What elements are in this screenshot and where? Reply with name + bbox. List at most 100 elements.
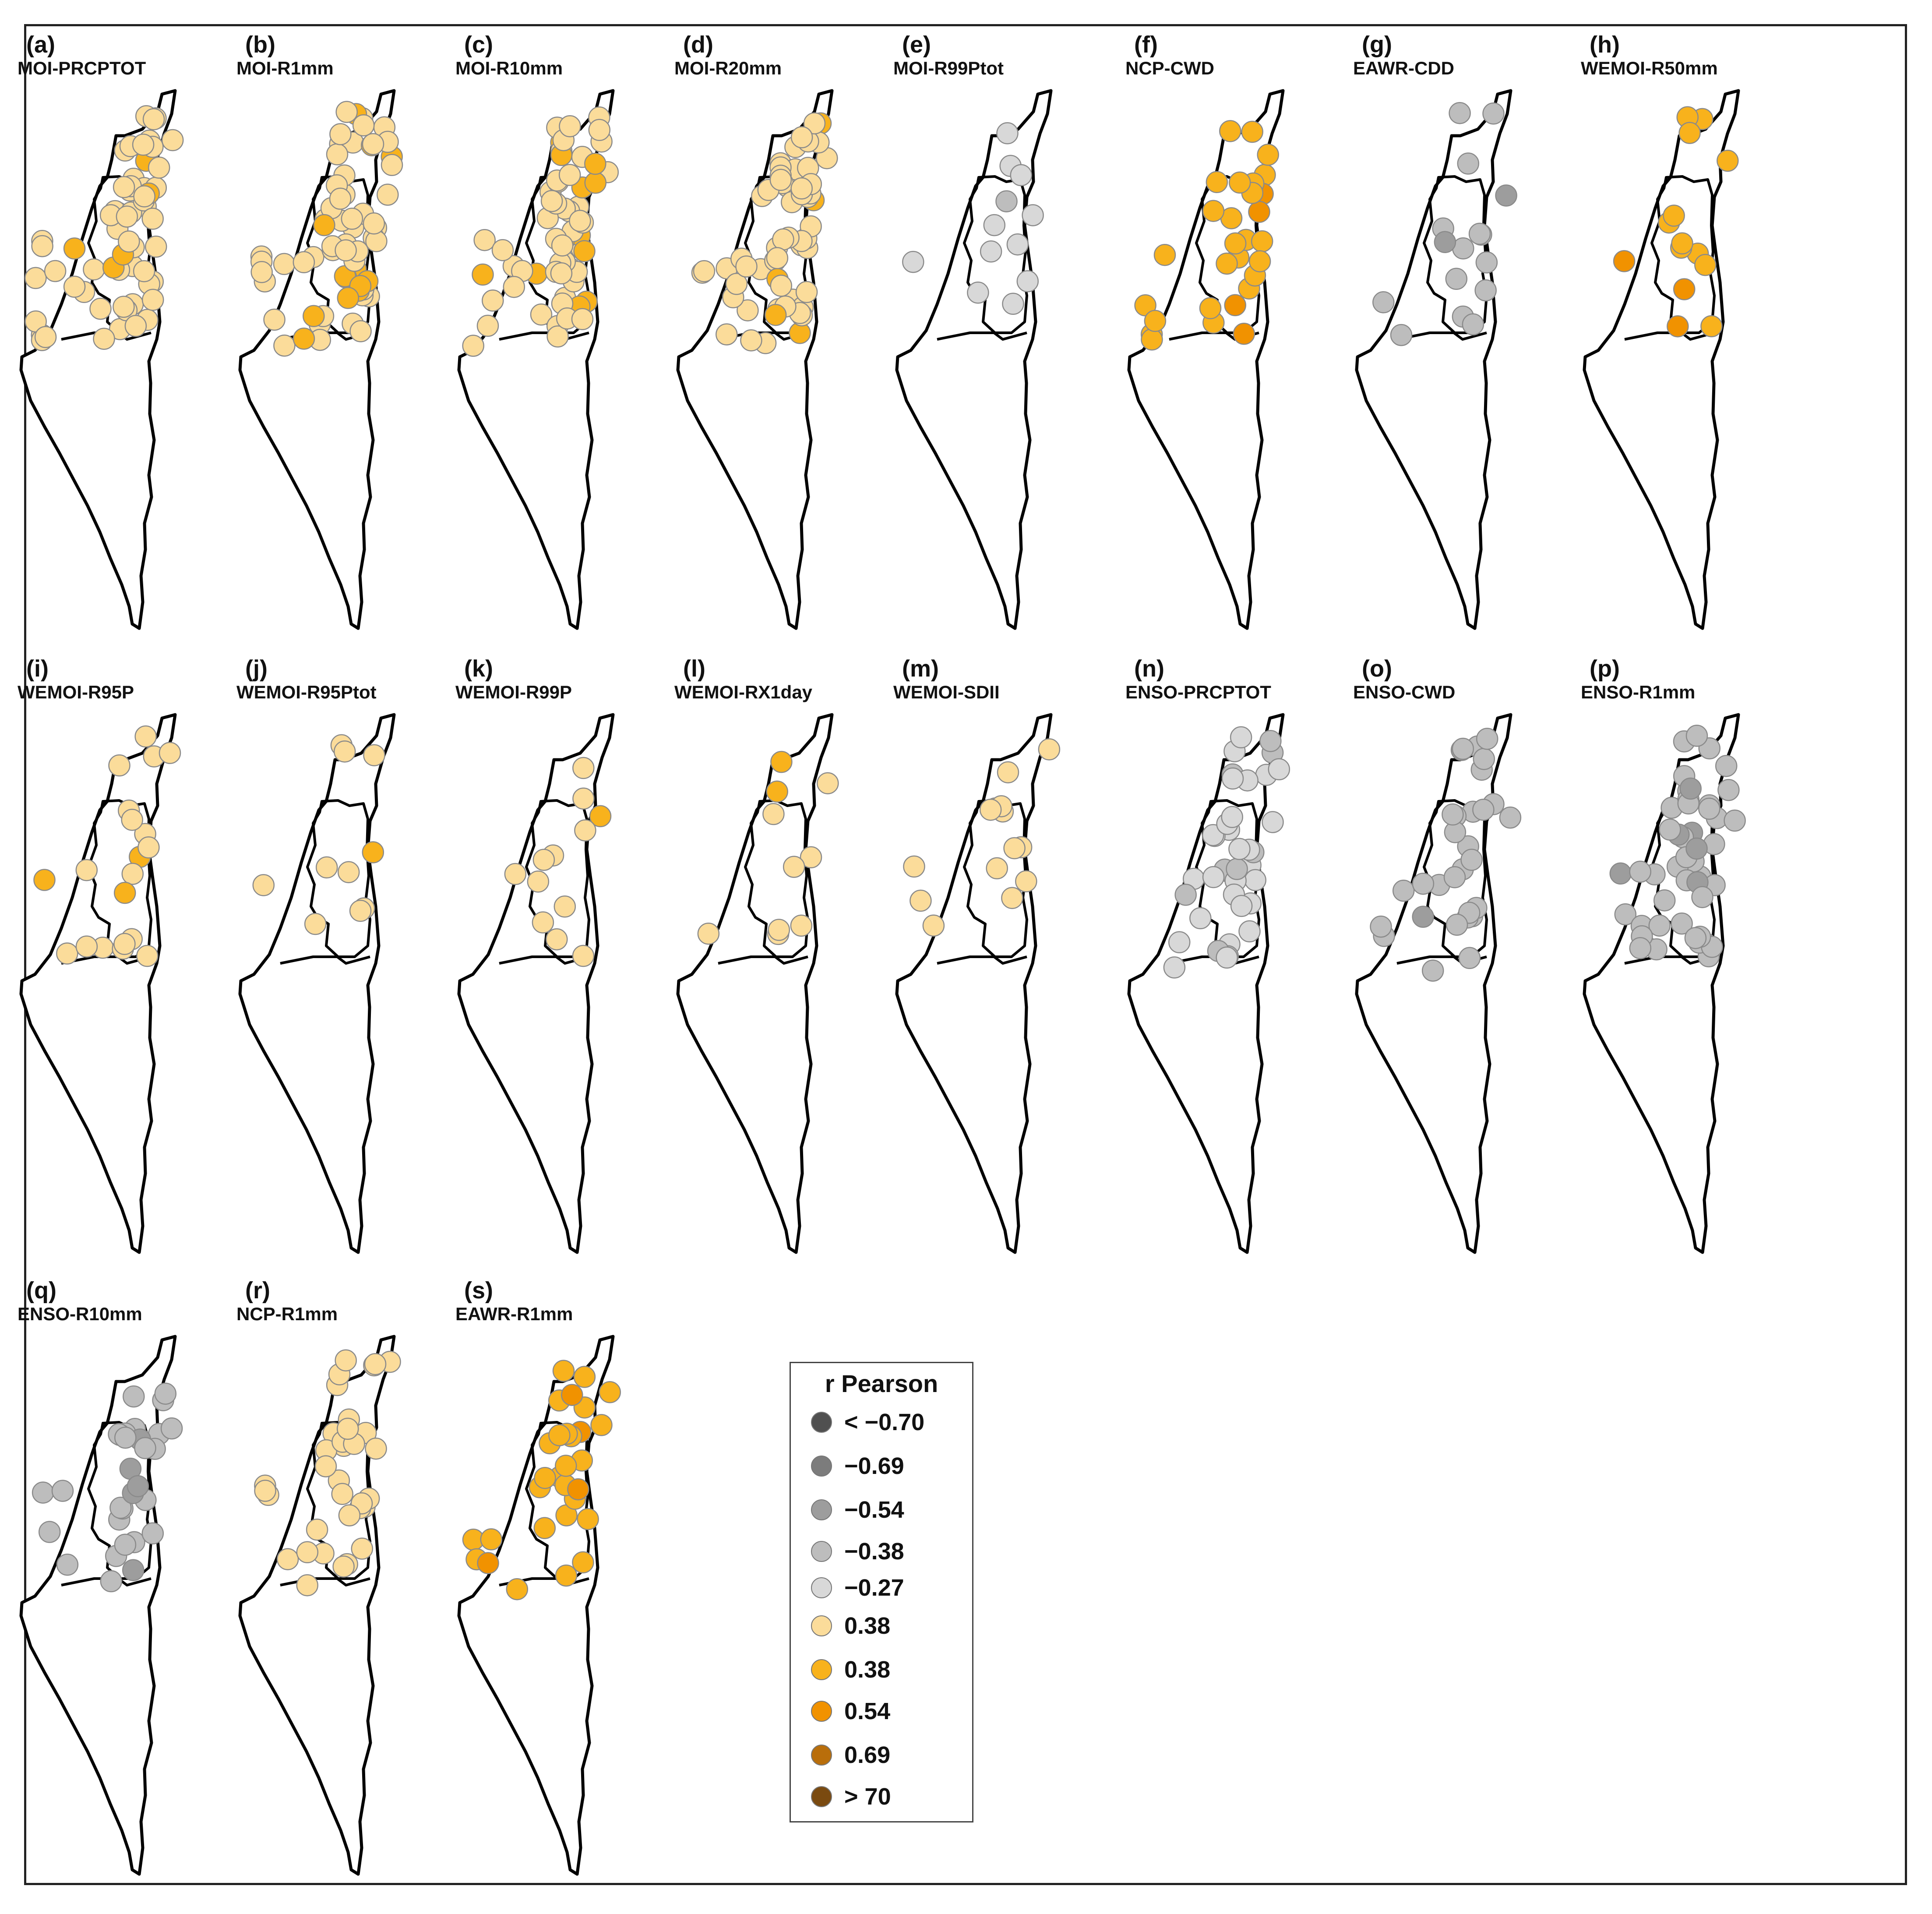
legend-label: −0.54 [844, 1497, 904, 1523]
station-marker [584, 172, 607, 194]
station-marker [1226, 858, 1248, 880]
station-marker [534, 1466, 556, 1489]
country-outline [457, 713, 615, 1254]
station-marker [1144, 310, 1167, 332]
legend-label: 0.54 [844, 1698, 891, 1724]
region-boundary [937, 955, 1027, 965]
country-outline [19, 1335, 177, 1876]
panel-title: WEMOI-RX1day [674, 682, 813, 702]
station-marker [480, 1528, 503, 1551]
station-marker [363, 212, 385, 235]
station-marker [910, 889, 932, 912]
map-panel: (g)EAWR-CDD [1353, 32, 1517, 630]
station-marker [693, 260, 716, 282]
station-marker [770, 275, 793, 297]
station-marker [725, 273, 748, 295]
station-marker [75, 935, 98, 958]
station-marker [770, 751, 793, 773]
station-marker [572, 945, 595, 967]
station-marker [1216, 252, 1238, 275]
station-marker [314, 1455, 337, 1477]
map-panel: (m)WEMOI-SDII [893, 656, 1061, 1254]
station-marker [1202, 200, 1225, 222]
panel-letter: (q) [26, 1277, 56, 1304]
station-marker [1495, 184, 1517, 207]
legend-swatch [811, 1659, 832, 1680]
panel-title: EAWR-R1mm [455, 1304, 573, 1324]
map-panel: (r)NCP-R1mm [236, 1277, 401, 1876]
station-marker [996, 122, 1019, 145]
station-marker [160, 1417, 183, 1440]
country-outline [895, 89, 1053, 630]
station-marker [32, 1481, 54, 1504]
station-marker [573, 1366, 596, 1388]
station-marker [1685, 725, 1708, 747]
station-marker [25, 267, 47, 289]
station-marker [127, 1475, 149, 1498]
station-marker [1224, 232, 1247, 255]
region-boundary [963, 799, 1028, 958]
station-marker [1002, 293, 1024, 315]
station-marker [766, 247, 789, 269]
station-marker [1257, 144, 1279, 166]
station-marker [472, 263, 494, 286]
station-marker [764, 303, 787, 326]
region-boundary [963, 175, 1028, 334]
panel-title: ENSO-R10mm [18, 1304, 142, 1324]
station-marker [584, 152, 606, 175]
station-marker [122, 1559, 145, 1581]
station-marker [1001, 887, 1023, 909]
station-marker [567, 1478, 589, 1501]
station-marker [1700, 315, 1723, 338]
station-marker [577, 1508, 599, 1530]
station-marker [329, 123, 352, 145]
station-marker [1457, 152, 1480, 175]
station-marker [790, 914, 813, 937]
legend-item: −0.54 [811, 1495, 904, 1525]
station-marker [313, 214, 335, 236]
map-panel: (a)MOI-PRCPTOT [18, 32, 184, 630]
station-marker [331, 1483, 353, 1505]
station-marker [574, 819, 596, 842]
station-marker [51, 1480, 74, 1502]
panel-title: MOI-R10mm [455, 58, 563, 78]
station-marker [33, 869, 56, 891]
station-marker [1412, 906, 1434, 928]
station-marker [118, 230, 140, 253]
panel-letter: (h) [1590, 32, 1620, 58]
station-marker [527, 870, 550, 893]
legend-item: −0.27 [811, 1572, 904, 1603]
station-marker [1659, 818, 1681, 841]
station-marker [1442, 803, 1464, 826]
station-marker [306, 1518, 328, 1541]
station-marker [121, 808, 143, 831]
station-marker [1679, 777, 1702, 800]
station-marker [980, 240, 1002, 263]
panel-title: WEMOI-SDII [893, 682, 1000, 702]
station-marker [142, 108, 165, 130]
station-marker [1370, 915, 1392, 938]
map-panel: (f)NCP-CWD [1125, 32, 1285, 630]
station-marker [1262, 811, 1284, 833]
region-boundary [1396, 331, 1487, 341]
station-marker [363, 744, 385, 766]
station-marker [1228, 838, 1251, 860]
station-marker [333, 740, 356, 763]
station-marker [573, 240, 596, 262]
station-marker [482, 289, 504, 312]
station-marker [293, 251, 315, 274]
region-boundary [1624, 955, 1715, 965]
country-outline [895, 713, 1053, 1254]
station-marker [473, 229, 496, 251]
station-marker [476, 314, 499, 337]
legend-swatch [811, 1412, 832, 1433]
panel-letter: (s) [464, 1277, 493, 1304]
station-marker [790, 177, 813, 200]
map-panel: (p)ENSO-R1mm [1581, 656, 1746, 1254]
station-marker [552, 1360, 575, 1382]
station-marker [141, 289, 164, 311]
station-marker [735, 255, 758, 278]
region-boundary [280, 955, 370, 965]
legend-swatch [811, 1577, 832, 1598]
legend-title: r Pearson [825, 1370, 938, 1397]
